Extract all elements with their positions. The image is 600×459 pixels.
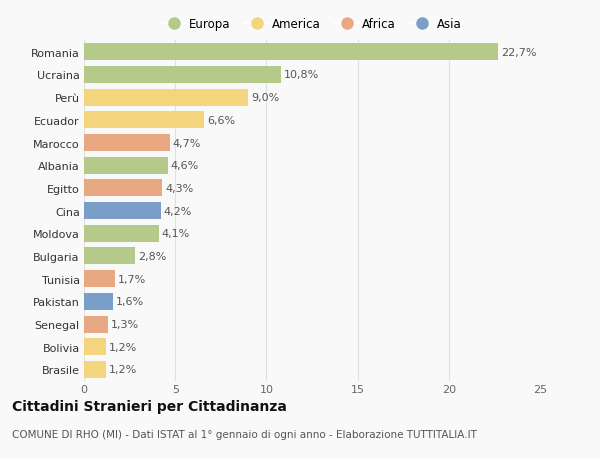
Bar <box>84 44 498 61</box>
Bar <box>84 203 161 219</box>
Bar <box>84 135 170 151</box>
Text: 4,6%: 4,6% <box>170 161 199 171</box>
Bar <box>84 67 281 84</box>
Bar <box>84 361 106 378</box>
Text: 1,2%: 1,2% <box>109 342 137 352</box>
Bar <box>84 293 113 310</box>
Bar <box>84 270 115 287</box>
Text: 2,8%: 2,8% <box>138 252 166 262</box>
Bar <box>84 316 108 333</box>
Text: 4,1%: 4,1% <box>161 229 190 239</box>
Text: 4,7%: 4,7% <box>172 138 201 148</box>
Text: Cittadini Stranieri per Cittadinanza: Cittadini Stranieri per Cittadinanza <box>12 399 287 413</box>
Text: 6,6%: 6,6% <box>207 116 235 126</box>
Text: 1,7%: 1,7% <box>118 274 146 284</box>
Bar <box>84 112 205 129</box>
Bar <box>84 90 248 106</box>
Text: 1,3%: 1,3% <box>110 319 139 330</box>
Text: 4,2%: 4,2% <box>163 206 192 216</box>
Bar <box>84 180 163 197</box>
Text: COMUNE DI RHO (MI) - Dati ISTAT al 1° gennaio di ogni anno - Elaborazione TUTTIT: COMUNE DI RHO (MI) - Dati ISTAT al 1° ge… <box>12 429 477 439</box>
Bar <box>84 248 135 265</box>
Text: 10,8%: 10,8% <box>284 70 319 80</box>
Text: 9,0%: 9,0% <box>251 93 279 103</box>
Bar <box>84 157 168 174</box>
Legend: Europa, America, Africa, Asia: Europa, America, Africa, Asia <box>157 13 467 36</box>
Text: 1,2%: 1,2% <box>109 364 137 375</box>
Text: 1,6%: 1,6% <box>116 297 144 307</box>
Bar <box>84 338 106 355</box>
Text: 4,3%: 4,3% <box>165 184 193 194</box>
Bar <box>84 225 159 242</box>
Text: 22,7%: 22,7% <box>501 48 536 58</box>
